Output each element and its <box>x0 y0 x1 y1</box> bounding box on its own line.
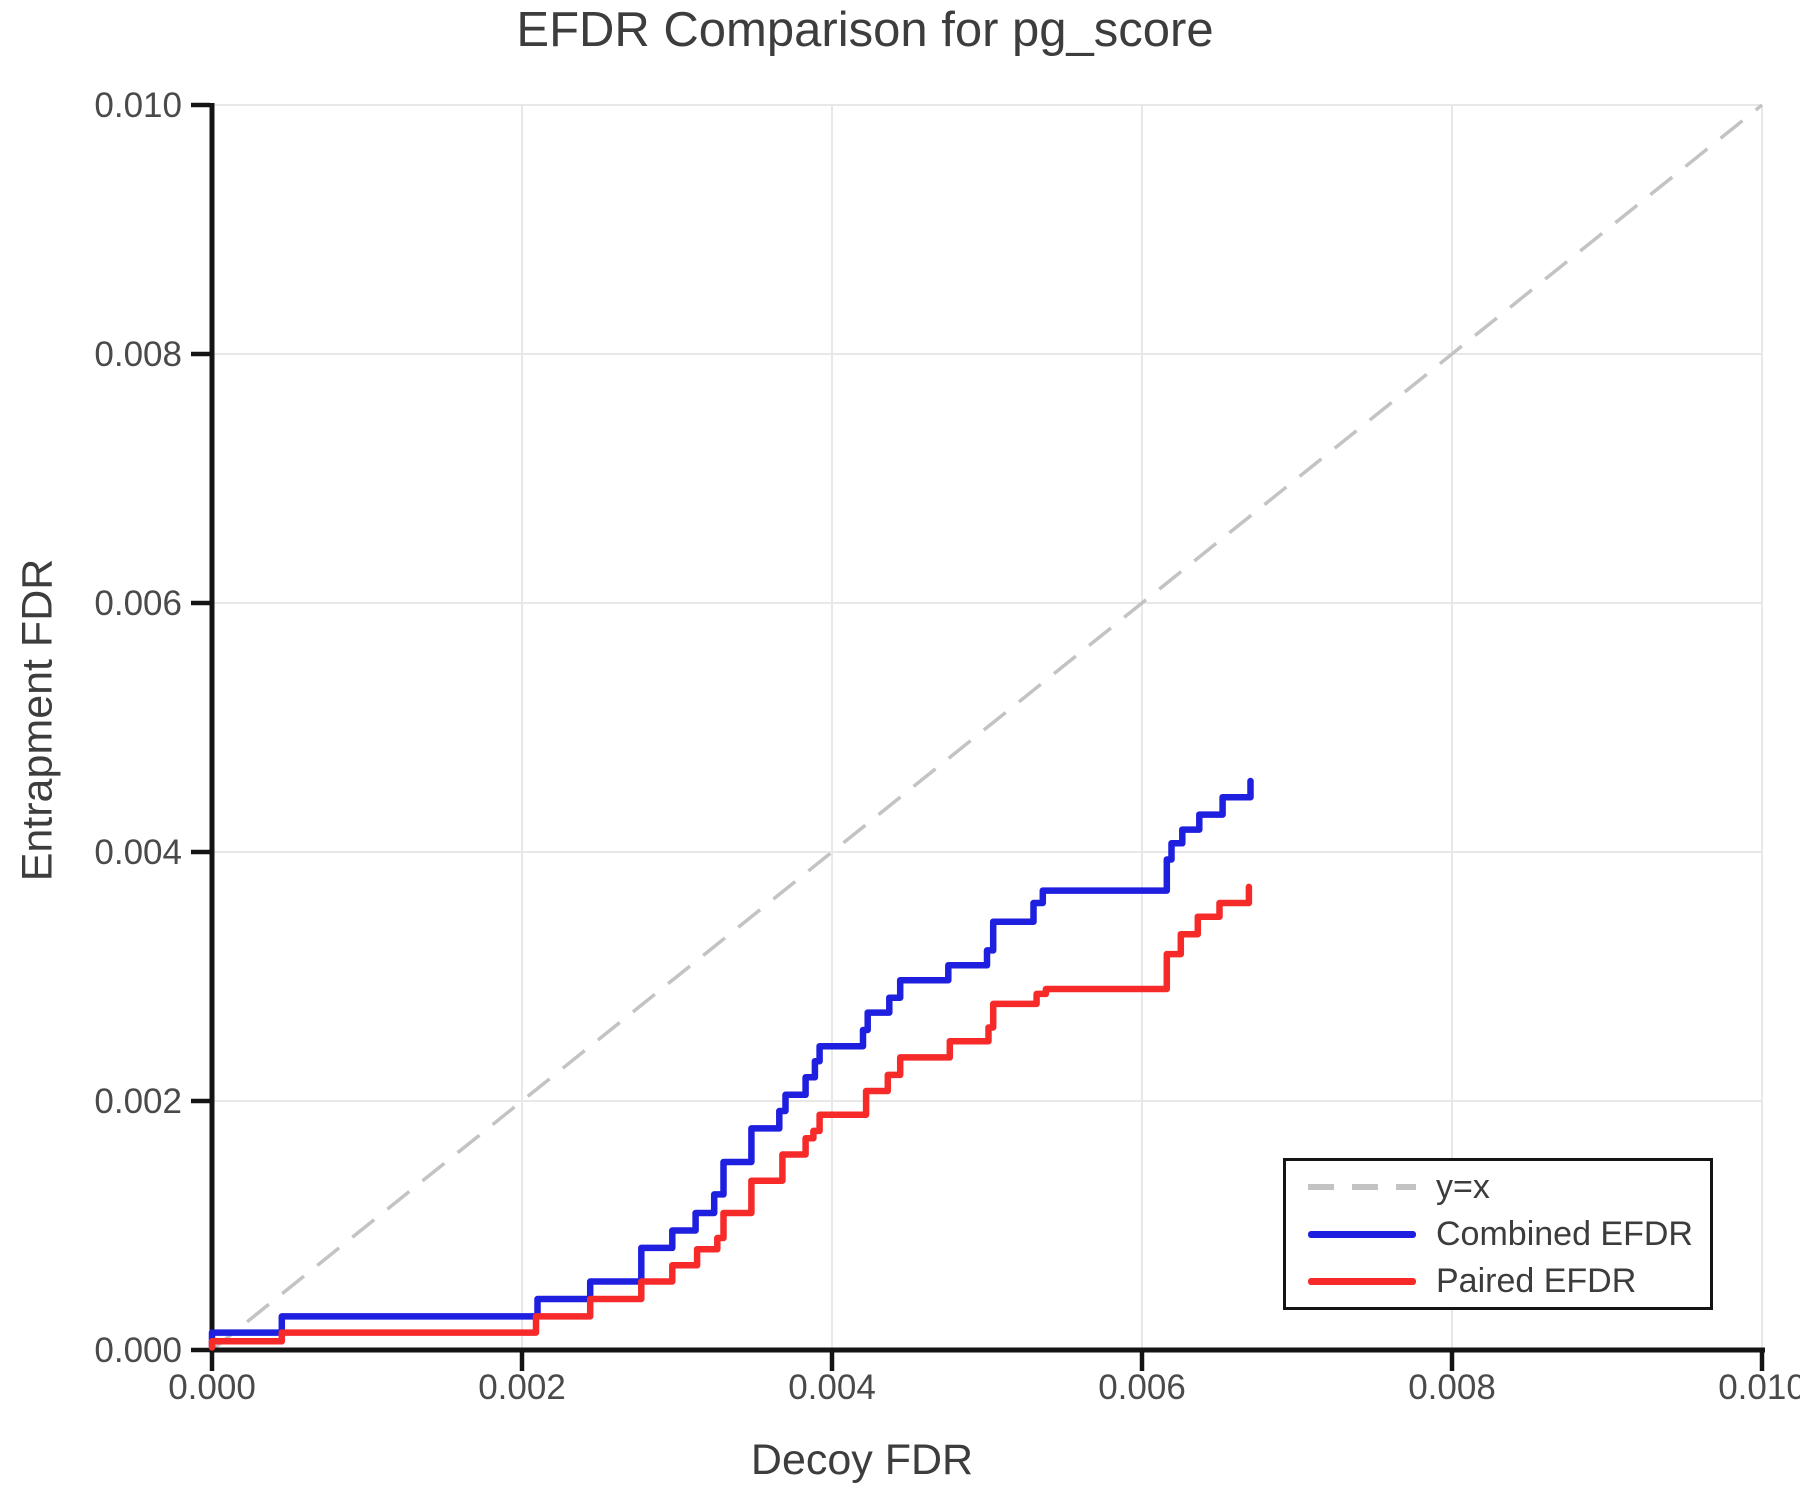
legend-label-y-equals-x: y=x <box>1436 1168 1490 1206</box>
x-tick-label: 0.010 <box>1718 1368 1800 1407</box>
y-tick-label: 0.002 <box>94 1082 182 1121</box>
x-tick-label: 0.000 <box>168 1368 256 1407</box>
legend-label-combined-efdr: Combined EFDR <box>1436 1215 1693 1253</box>
y-tick-label: 0.010 <box>94 86 182 125</box>
x-axis-title: Decoy FDR <box>750 1436 974 1484</box>
x-tick-label: 0.002 <box>478 1368 566 1407</box>
axes: 0.000 0.002 0.004 0.006 0.008 0.010 0.000 0.002… <box>94 86 1800 1407</box>
legend-item-y-equals-x: y=x <box>1308 1168 1710 1206</box>
combined-efdr-line <box>208 777 1254 1350</box>
legend-item-paired-efdr: Paired EFDR <box>1308 1262 1710 1300</box>
chart-title: EFDR Comparison for pg_score <box>516 3 1214 57</box>
legend: y=x Combined EFDR Paired EFDR <box>1283 1158 1713 1310</box>
x-tick-label: 0.004 <box>788 1368 876 1407</box>
x-tick-label: 0.008 <box>1408 1368 1496 1407</box>
gridlines <box>212 104 1763 1350</box>
legend-line-sample-y-equals-x <box>1308 1184 1416 1190</box>
legend-item-combined-efdr: Combined EFDR <box>1308 1215 1710 1253</box>
legend-line-sample-combined-efdr <box>1308 1230 1416 1238</box>
y-equals-x-line <box>210 103 1764 1352</box>
paired-efdr-line <box>208 883 1253 1351</box>
y-tick-label: 0.004 <box>94 833 182 872</box>
y-tick-label: 0.006 <box>94 584 182 623</box>
legend-label-paired-efdr: Paired EFDR <box>1436 1262 1637 1300</box>
legend-line-sample-paired-efdr <box>1308 1277 1416 1285</box>
x-tick-label: 0.006 <box>1098 1368 1186 1407</box>
y-tick-label: 0.000 <box>94 1331 182 1370</box>
y-tick-label: 0.008 <box>94 335 182 374</box>
